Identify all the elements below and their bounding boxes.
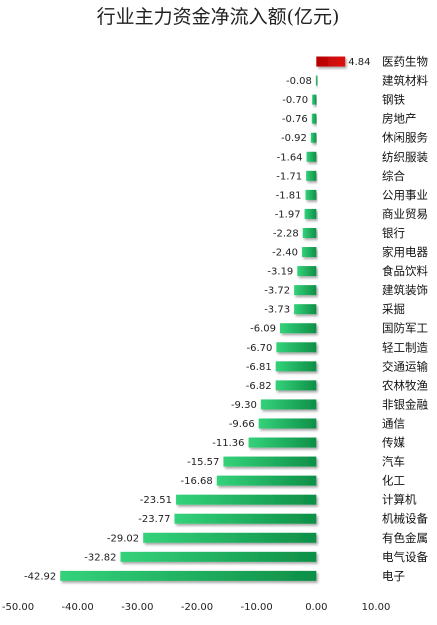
- bar-13: [294, 285, 317, 296]
- value-label-9: -1.97: [275, 209, 301, 220]
- category-label-5: 休闲服务: [382, 131, 428, 145]
- bar-10: [302, 227, 317, 238]
- value-label-23: -16.68: [181, 476, 213, 487]
- chart-title: 行业主力资金净流入额(亿元): [97, 6, 340, 28]
- bar-5: [310, 132, 317, 143]
- category-label-3: 钢铁: [382, 93, 405, 107]
- category-label-23: 化工: [382, 474, 405, 488]
- x-tick-label-2: -40.00: [62, 602, 94, 613]
- bar-20: [258, 418, 317, 429]
- bar-15: [279, 323, 317, 334]
- value-label-17: -6.81: [246, 362, 272, 373]
- bar-16: [276, 342, 317, 353]
- bar-1: [316, 56, 346, 67]
- value-label-18: -6.82: [246, 381, 272, 392]
- value-label-12: -3.19: [267, 267, 293, 278]
- value-label-20: -9.66: [229, 419, 255, 430]
- value-label-25: -23.77: [138, 514, 170, 525]
- category-label-1: 医药生物: [382, 55, 428, 69]
- category-label-13: 建筑装饰: [382, 283, 428, 297]
- category-label-10: 银行: [382, 226, 405, 240]
- category-label-28: 电子: [382, 569, 405, 583]
- x-tick-label-7: 10.00: [362, 602, 391, 613]
- bar-4: [311, 113, 317, 124]
- x-tick-label-3: -30.00: [121, 602, 153, 613]
- bar-17: [275, 361, 317, 372]
- x-tick-label-4: -20.00: [181, 602, 213, 613]
- value-label-11: -2.40: [272, 248, 298, 259]
- value-label-8: -1.81: [276, 190, 302, 201]
- category-label-19: 非银金融: [382, 397, 428, 411]
- category-label-2: 建筑材料: [382, 74, 428, 88]
- value-label-28: -42.92: [24, 571, 56, 582]
- category-label-4: 房地产: [382, 112, 417, 126]
- bar-18: [275, 380, 317, 391]
- category-label-20: 通信: [382, 416, 405, 430]
- bar-24: [176, 494, 317, 505]
- bar-7: [306, 170, 317, 181]
- value-label-19: -9.30: [231, 400, 257, 411]
- value-label-22: -15.57: [187, 457, 219, 468]
- category-label-18: 农林牧渔: [382, 378, 428, 392]
- x-tick-label-1: -50.00: [2, 602, 34, 613]
- category-label-25: 机械设备: [382, 512, 428, 526]
- category-label-17: 交通运输: [382, 359, 428, 373]
- x-tick-label-5: -10.00: [241, 602, 273, 613]
- bar-12: [297, 266, 317, 277]
- bar-22: [223, 456, 317, 467]
- value-label-16: -6.70: [246, 343, 272, 354]
- bar-23: [216, 475, 317, 486]
- category-label-26: 有色金属: [382, 531, 428, 545]
- category-label-24: 计算机: [382, 493, 417, 507]
- value-label-15: -6.09: [250, 324, 276, 335]
- category-label-16: 轻工制造: [382, 340, 428, 354]
- category-label-9: 商业贸易: [382, 207, 428, 221]
- bar-8: [305, 189, 317, 200]
- value-label-14: -3.73: [264, 305, 290, 316]
- bar-21: [248, 437, 317, 448]
- category-label-22: 汽车: [382, 455, 405, 469]
- category-label-27: 电气设备: [382, 550, 428, 564]
- bar-26: [143, 532, 317, 543]
- category-label-14: 采掘: [382, 302, 405, 316]
- category-label-12: 食品饮料: [382, 264, 428, 278]
- category-label-15: 国防军工: [382, 321, 428, 335]
- bar-25: [174, 513, 317, 524]
- category-label-6: 纺织服装: [382, 150, 428, 164]
- bar-6: [306, 151, 317, 162]
- value-label-2: -0.08: [286, 76, 312, 87]
- bar-2: [315, 75, 318, 86]
- value-label-21: -11.36: [212, 438, 244, 449]
- value-label-7: -1.71: [276, 171, 302, 182]
- bar-19: [260, 399, 317, 410]
- value-label-3: -0.70: [282, 95, 308, 106]
- bar-28: [60, 570, 317, 581]
- x-tick-label-6: 0.00: [305, 602, 327, 613]
- bar-27: [120, 551, 317, 562]
- category-label-11: 家用电器: [382, 245, 428, 259]
- value-label-6: -1.64: [277, 152, 303, 163]
- value-label-27: -32.82: [84, 552, 116, 563]
- bar-14: [294, 304, 317, 315]
- value-label-1: 4.84: [348, 57, 370, 68]
- value-label-5: -0.92: [281, 133, 307, 144]
- category-label-21: 传媒: [382, 436, 405, 450]
- category-label-7: 综合: [382, 169, 405, 183]
- value-label-26: -29.02: [107, 533, 139, 544]
- value-label-10: -2.28: [273, 228, 299, 239]
- bar-9: [304, 208, 317, 219]
- category-label-8: 公用事业: [382, 188, 428, 202]
- value-label-4: -0.76: [282, 114, 308, 125]
- value-label-13: -3.72: [264, 286, 290, 297]
- bar-11: [302, 247, 317, 258]
- bar-3: [312, 94, 317, 105]
- value-label-24: -23.51: [140, 495, 172, 506]
